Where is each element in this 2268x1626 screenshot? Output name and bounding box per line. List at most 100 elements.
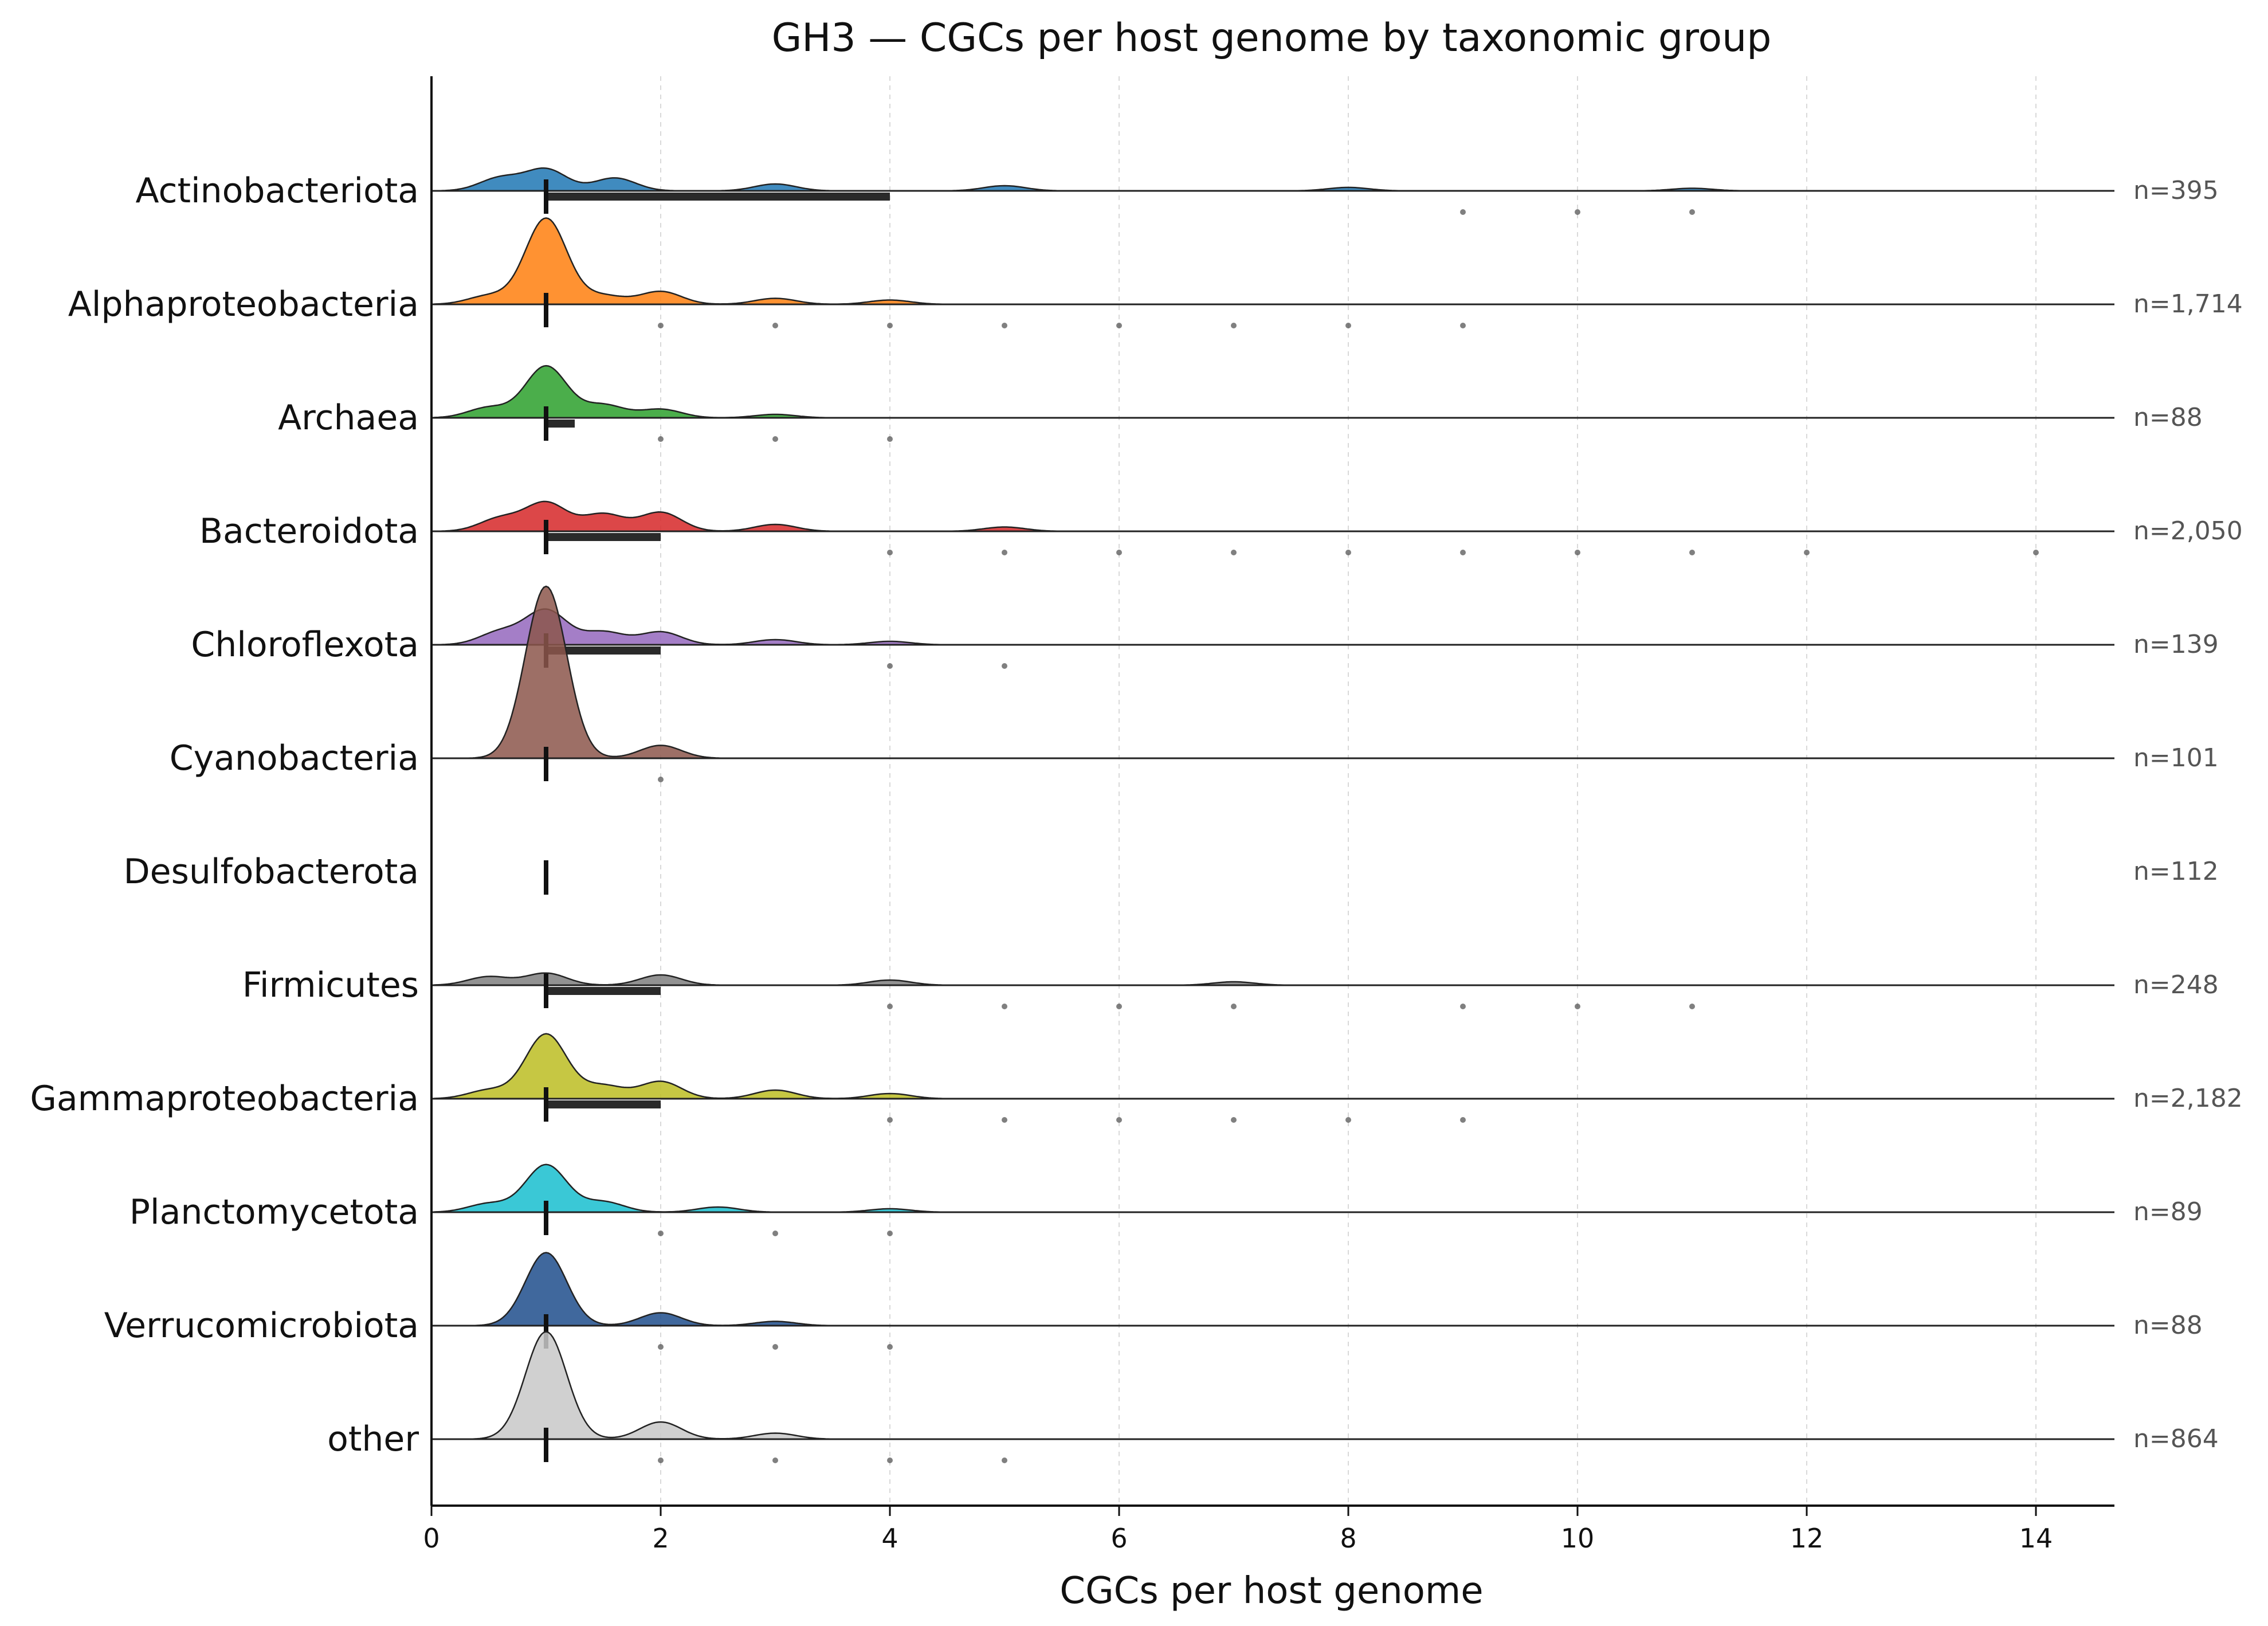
- n-count-label: n=89: [2133, 1197, 2203, 1227]
- density-area: [430, 167, 2114, 192]
- outlier-point: [1460, 1004, 1466, 1009]
- outlier-point: [1689, 550, 1695, 555]
- outlier-point: [2033, 550, 2039, 555]
- outlier-point: [1345, 323, 1351, 328]
- outlier-point: [772, 1231, 778, 1236]
- ridge-chloroflexota: Chloroflexota n=139: [191, 608, 2219, 669]
- outlier-point: [887, 1004, 893, 1009]
- n-count-label: n=88: [2133, 1311, 2203, 1340]
- outlier-point: [887, 663, 893, 669]
- y-category-label: Chloroflexota: [191, 625, 419, 665]
- n-count-label: n=112: [2133, 857, 2219, 886]
- y-category-label: other: [327, 1419, 419, 1459]
- outlier-point: [1345, 1117, 1351, 1123]
- x-tick-label: 10: [1561, 1523, 1595, 1554]
- y-category-label: Bacteroidota: [199, 511, 419, 551]
- n-count-label: n=395: [2133, 176, 2219, 205]
- outlier-point: [658, 777, 664, 782]
- outlier-point: [658, 436, 664, 442]
- density-area: [431, 585, 2114, 759]
- x-tick-label: 6: [1111, 1523, 1127, 1554]
- outlier-point: [887, 436, 893, 442]
- n-count-label: n=139: [2133, 630, 2219, 659]
- ridge-cyanobacteria: Cyanobacteria n=101: [170, 585, 2219, 782]
- ridge-alphaproteobacteria: Alphaproteobacteria n=1,714: [68, 217, 2243, 328]
- y-category-label: Alphaproteobacteria: [68, 284, 419, 324]
- outlier-point: [1002, 323, 1007, 328]
- outlier-point: [772, 436, 778, 442]
- outlier-point: [1231, 550, 1237, 555]
- density-area: [430, 500, 2114, 532]
- n-count-label: n=88: [2133, 403, 2203, 432]
- x-tick-label: 4: [881, 1523, 898, 1554]
- outlier-point: [887, 323, 893, 328]
- x-tick-label: 0: [423, 1523, 440, 1554]
- outlier-point: [887, 1231, 893, 1236]
- x-tick-label: 14: [2019, 1523, 2053, 1554]
- outlier-point: [1460, 323, 1466, 328]
- outlier-point: [658, 1231, 664, 1236]
- x-axis-label: CGCs per host genome: [1060, 1570, 1483, 1612]
- outlier-point: [1116, 1004, 1122, 1009]
- outlier-point: [658, 1344, 664, 1350]
- outlier-point: [772, 1457, 778, 1463]
- outlier-point: [1002, 663, 1007, 669]
- density-area: [431, 1331, 2114, 1440]
- iqr-bar: [546, 987, 661, 995]
- ridge-firmicutes: Firmicutes n=248: [242, 965, 2219, 1009]
- y-category-label: Planctomycetota: [130, 1192, 419, 1232]
- ridge-desulfobacterota: Desulfobacterota n=112: [123, 852, 2219, 895]
- y-category-label: Desulfobacterota: [123, 852, 419, 892]
- ridge-planctomycetota: Planctomycetota n=89: [130, 1163, 2203, 1236]
- outlier-point: [1002, 550, 1007, 555]
- y-category-label: Verrucomicrobiota: [104, 1306, 419, 1346]
- outlier-point: [1575, 209, 1580, 215]
- ridge-archaea: Archaea n=88: [278, 365, 2203, 442]
- y-category-label: Firmicutes: [242, 965, 419, 1005]
- density-area: [430, 365, 2114, 419]
- iqr-bar: [546, 647, 661, 655]
- n-count-label: n=101: [2133, 743, 2219, 773]
- chart-title: GH3 — CGCs per host genome by taxonomic …: [772, 15, 1772, 61]
- outlier-point: [1002, 1117, 1007, 1123]
- ridge-bacteroidota: Bacteroidota n=2,050: [199, 500, 2243, 555]
- outlier-point: [1231, 1117, 1237, 1123]
- outlier-point: [1689, 209, 1695, 215]
- outlier-point: [1689, 1004, 1695, 1009]
- outlier-point: [1460, 209, 1466, 215]
- outlier-point: [1002, 1004, 1007, 1009]
- outlier-point: [772, 1344, 778, 1350]
- iqr-bar: [546, 1100, 661, 1108]
- outlier-point: [772, 323, 778, 328]
- density-area: [430, 1033, 2114, 1100]
- density-area: [430, 217, 2114, 305]
- grid-lines: [660, 76, 2037, 1506]
- outlier-point: [1002, 1457, 1007, 1463]
- outlier-point: [1460, 550, 1466, 555]
- outlier-point: [887, 1117, 893, 1123]
- outlier-point: [1345, 550, 1351, 555]
- y-category-label: Archaea: [278, 398, 419, 438]
- density-area: [430, 608, 2114, 646]
- outlier-point: [1116, 1117, 1122, 1123]
- y-category-label: Cyanobacteria: [170, 738, 419, 778]
- outlier-point: [887, 1457, 893, 1463]
- y-category-label: Gammaproteobacteria: [30, 1079, 419, 1119]
- ridge-other: other n=864: [327, 1331, 2219, 1463]
- iqr-bar: [546, 420, 575, 428]
- outlier-point: [1575, 1004, 1580, 1009]
- ridge-actinobacteriota: Actinobacteriota n=395: [135, 167, 2219, 215]
- iqr-bar: [546, 533, 661, 541]
- n-count-label: n=1,714: [2133, 289, 2243, 319]
- density-area: [430, 972, 2114, 986]
- density-area: [431, 1252, 2114, 1327]
- x-tick-label: 12: [1790, 1523, 1824, 1554]
- x-tick-label: 8: [1340, 1523, 1356, 1554]
- outlier-point: [887, 1344, 893, 1350]
- outlier-point: [1231, 1004, 1237, 1009]
- outlier-point: [658, 323, 664, 328]
- outlier-point: [1804, 550, 1810, 555]
- x-tick-label: 2: [652, 1523, 669, 1554]
- iqr-bar: [546, 193, 890, 201]
